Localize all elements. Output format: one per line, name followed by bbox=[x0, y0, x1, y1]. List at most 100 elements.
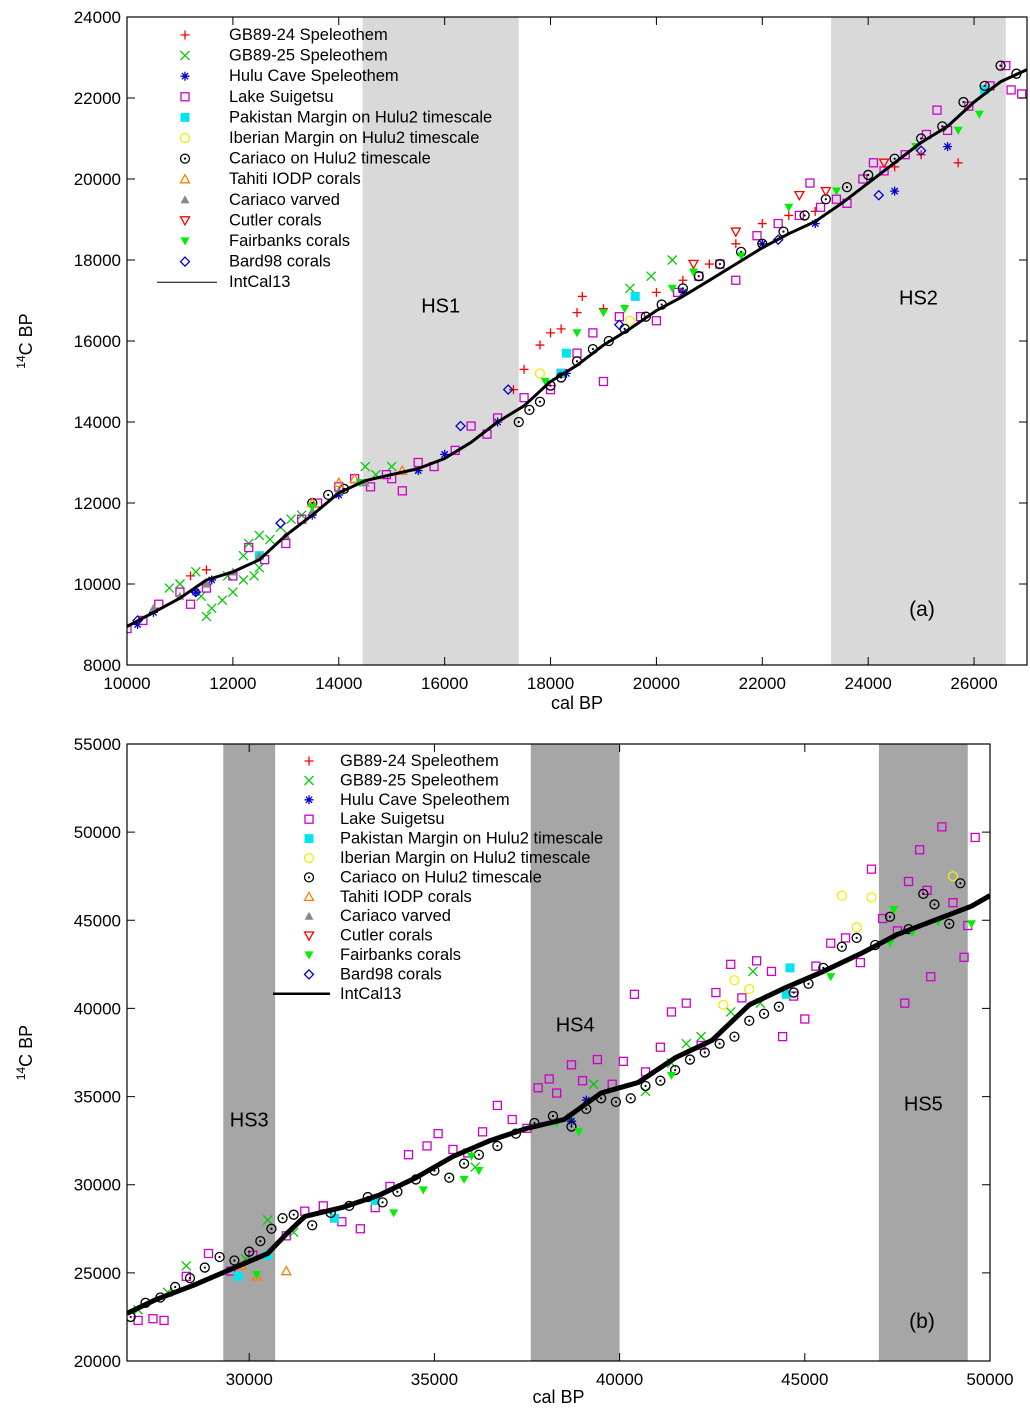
data-point bbox=[757, 219, 767, 229]
data-point bbox=[781, 989, 791, 999]
legend-label: Cutler corals bbox=[340, 927, 433, 945]
data-point bbox=[207, 575, 217, 585]
data-point bbox=[386, 461, 397, 472]
legend-item: Lake Suigetsu bbox=[304, 810, 445, 828]
data-point bbox=[275, 517, 286, 529]
data-point bbox=[868, 158, 879, 168]
data-point bbox=[831, 187, 841, 196]
data-point bbox=[970, 832, 980, 843]
data-point bbox=[455, 420, 466, 432]
legend-label: Bard98 corals bbox=[229, 253, 331, 271]
legend-item: Cariaco on Hulu2 timescale bbox=[179, 150, 431, 168]
data-point bbox=[1001, 60, 1011, 71]
data-point bbox=[254, 562, 265, 573]
data-point bbox=[666, 1007, 677, 1017]
data-point bbox=[592, 1054, 603, 1065]
data-point bbox=[744, 983, 755, 995]
data-point bbox=[174, 579, 185, 589]
data-point bbox=[929, 899, 940, 910]
data-point bbox=[572, 348, 582, 358]
data-point bbox=[244, 1246, 255, 1257]
panel-a-series-cutler-corals bbox=[687, 158, 890, 270]
legend-label: Cariaco on Hulu2 timescale bbox=[229, 150, 431, 168]
data-point bbox=[397, 486, 407, 496]
legend-item: GB89-24 Speleothem bbox=[304, 752, 499, 770]
legend-item: Iberian Margin on Hulu2 timescale bbox=[179, 129, 479, 147]
y-tick-label: 45000 bbox=[74, 911, 121, 930]
data-point bbox=[955, 878, 966, 889]
data-point bbox=[890, 186, 900, 196]
data-point bbox=[598, 309, 608, 318]
legend-marker bbox=[179, 173, 191, 184]
data-point bbox=[159, 1315, 169, 1326]
data-point bbox=[329, 1213, 339, 1223]
data-point bbox=[693, 271, 704, 282]
data-point bbox=[448, 1144, 458, 1155]
data-point bbox=[201, 565, 211, 575]
data-point bbox=[840, 933, 851, 943]
data-point bbox=[262, 1215, 273, 1225]
data-point bbox=[334, 490, 344, 500]
data-point bbox=[640, 1086, 651, 1097]
legend-item: Bard98 corals bbox=[303, 965, 442, 983]
data-point bbox=[196, 591, 207, 602]
y-tick-label: 50000 bbox=[74, 823, 121, 842]
data-point bbox=[513, 416, 524, 428]
data-point bbox=[444, 1172, 455, 1183]
y-tick-label: 8000 bbox=[83, 656, 121, 675]
data-point bbox=[127, 623, 132, 634]
data-point bbox=[618, 1056, 628, 1066]
legend-label: Cutler corals bbox=[229, 211, 322, 229]
data-point bbox=[281, 538, 291, 549]
data-point bbox=[255, 1235, 266, 1247]
legend-item: GB89-24 Speleothem bbox=[180, 26, 388, 44]
data-point bbox=[473, 1149, 485, 1160]
legend-label: Tahiti IODP corals bbox=[340, 888, 472, 906]
y-tick-label: 55000 bbox=[74, 735, 121, 754]
data-point bbox=[629, 989, 640, 999]
data-point bbox=[773, 1001, 785, 1012]
y-tick-label: 20000 bbox=[74, 1352, 121, 1371]
panel-b-band-label: HS4 bbox=[556, 1014, 595, 1036]
legend-label: Cariaco varved bbox=[229, 191, 340, 209]
panel-a-chart: 10000 12000 14000 16000 18000 20000 22000 24000… bbox=[14, 8, 1028, 713]
data-point bbox=[544, 1074, 554, 1084]
data-point bbox=[752, 956, 762, 966]
data-point bbox=[238, 550, 249, 561]
legend-label: Pakistan Margin on Hulu2 timescale bbox=[229, 108, 492, 126]
data-point bbox=[640, 1080, 651, 1092]
panel-b-band-label: HS3 bbox=[230, 1110, 269, 1132]
data-point bbox=[725, 1006, 736, 1017]
legend-item: Fairbanks corals bbox=[304, 946, 461, 964]
legend-item: Fairbanks corals bbox=[180, 232, 350, 250]
legend-label: GB89-24 Speleothem bbox=[229, 26, 388, 44]
legend-label: Cariaco varved bbox=[340, 907, 451, 925]
y-axis-label-main: C BP bbox=[16, 1025, 36, 1067]
data-point bbox=[203, 1248, 214, 1259]
legend-item: Bard98 corals bbox=[179, 253, 331, 271]
data-point bbox=[540, 377, 550, 386]
data-point bbox=[572, 329, 582, 338]
data-point bbox=[777, 1031, 788, 1042]
x-tick-label: 10000 bbox=[103, 674, 150, 693]
x-tick-label: 22000 bbox=[739, 674, 786, 693]
panel-b-series-pakistan-margin-on-hulu2-timescale bbox=[233, 963, 795, 1281]
legend-item: Cutler corals bbox=[179, 211, 322, 229]
data-point bbox=[799, 210, 810, 221]
data-point bbox=[900, 998, 910, 1008]
data-point bbox=[681, 998, 691, 1008]
data-point bbox=[365, 482, 376, 492]
panel-b-x-axis-label: cal BP bbox=[532, 1387, 584, 1407]
data-point bbox=[307, 503, 317, 512]
legend-marker bbox=[304, 834, 314, 844]
data-point bbox=[396, 464, 408, 475]
data-point bbox=[800, 1014, 810, 1024]
data-point bbox=[784, 210, 794, 220]
data-point bbox=[233, 1271, 243, 1281]
data-point bbox=[620, 305, 630, 314]
data-point bbox=[333, 476, 345, 487]
data-point bbox=[466, 1152, 476, 1162]
legend-marker bbox=[180, 92, 190, 102]
data-point bbox=[418, 1186, 428, 1195]
